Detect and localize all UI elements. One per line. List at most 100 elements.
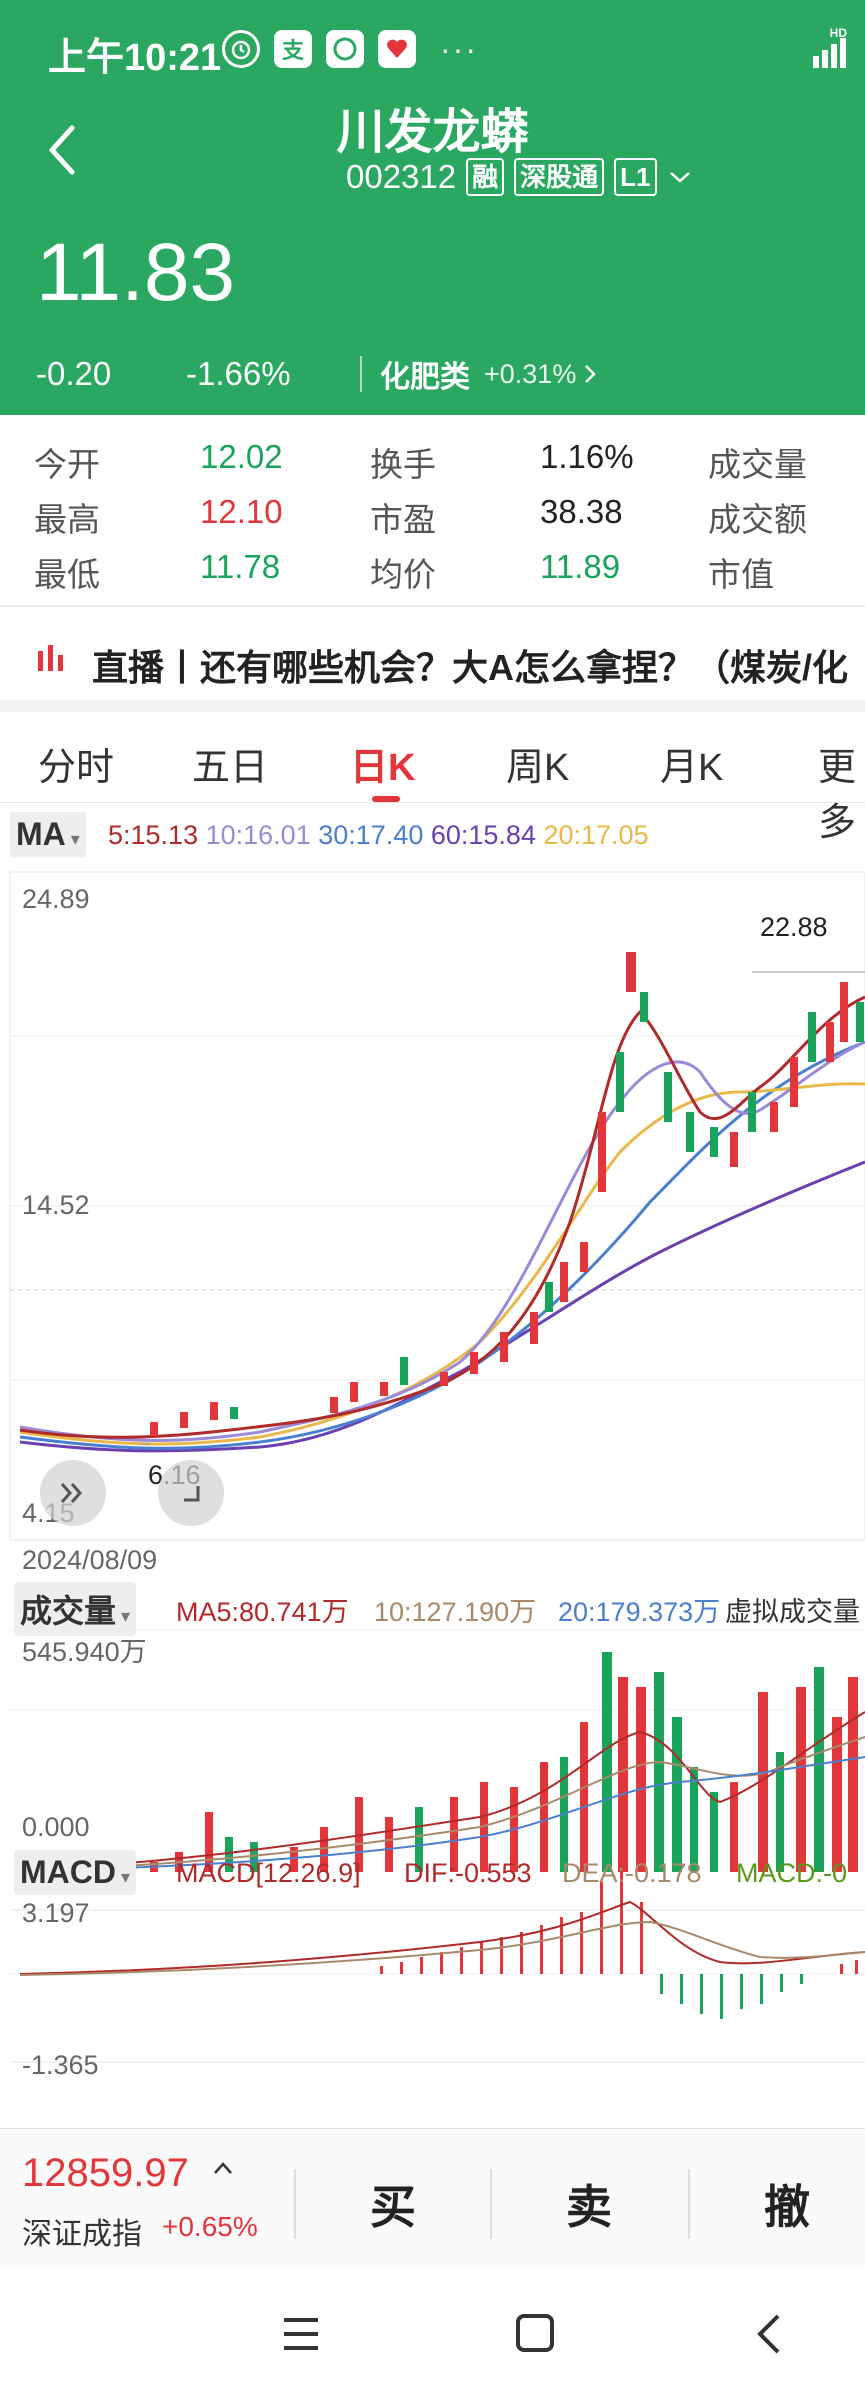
tab-intraday[interactable]: 分时 [38,747,115,789]
vol-ma10: 10:127.190万 [374,1597,537,1627]
divider [688,2169,690,2239]
price-axis-top: 24.89 [22,884,90,914]
avg-label: 均价 [370,556,436,593]
buy-button[interactable]: 买 [370,2181,416,2233]
volume-axis-top: 545.940万 [22,1637,147,1667]
macd-legend: MACD ▾ MACD[12.26.9] DIF:-0.553 DEA:-0.1… [0,1850,865,1900]
divider [294,2169,296,2239]
app-icon [326,30,364,68]
macd-selector-button[interactable]: MACD ▾ [14,1850,137,1895]
period-tabs: 分时 五日 日K 周K 月K 更多 [0,712,865,844]
ma10-value: 10:16.01 [205,820,311,850]
current-price: 11.83 [36,227,236,318]
margin-tag: 融 [466,158,505,196]
index-name: 深证成指 [22,2218,142,2251]
high-label: 最高 [34,501,100,538]
divider [0,700,865,712]
price-change-pct: -1.66% [186,355,291,392]
volume-selector-button[interactable]: 成交量 ▾ [14,1582,137,1636]
stock-code-row[interactable]: 002312 融 深股通 L1 [346,158,693,196]
low-value: 11.78 [200,548,281,585]
kline-chart[interactable] [0,862,865,2112]
tab-five-day[interactable]: 五日 [192,747,269,789]
sector-link[interactable]: 化肥类 +0.31% [380,352,600,396]
price-change: -0.20 [36,355,112,392]
status-time: 上午10:21 [48,37,222,79]
ma60-value: 60:15.84 [430,820,536,850]
macd-axis-bottom: -1.365 [22,2050,99,2080]
turnover-label: 换手 [370,446,436,483]
volume-button-label: 成交量 [20,1593,117,1629]
macd-button-label: MACD [20,1854,116,1890]
stock-header: 上午10:21 支 ··· HD 川发龙蟒 [0,0,865,415]
ma-button-label: MA [16,816,66,852]
macd-value: MACD:-0 [736,1858,848,1888]
sector-name: 化肥类 [380,361,470,394]
level-tag: L1 [614,158,657,196]
status-bar: 上午10:21 支 ··· HD [0,0,865,100]
macd-dif: DIF:-0.553 [404,1858,532,1888]
tab-underline [372,796,400,802]
vol-ma5: MA5:80.741万 [176,1597,349,1627]
volume-axis-bottom: 0.000 [22,1812,90,1842]
back-icon[interactable] [752,2312,786,2356]
stock-code: 002312 [346,158,457,195]
virtual-volume[interactable]: 虚拟成交量 [725,1597,860,1627]
sector-pct: +0.31% [484,358,577,389]
cancel-order-button[interactable]: 撤 [764,2181,810,2233]
candles [150,952,864,1436]
live-icon [38,645,63,671]
ma30-value: 30:17.40 [318,820,424,850]
expand-button[interactable] [40,1460,106,1526]
ma5-value: 5:15.13 [108,820,199,850]
quote-grid[interactable]: 今开 12.02 换手 1.16% 成交量 最高 12.10 市盈 38.38 … [0,430,865,600]
alarm-icon [222,30,260,68]
divider [490,2169,492,2239]
date-label: 2024/08/09 [22,1545,158,1575]
menu-icon[interactable] [280,2314,322,2354]
ma-selector-button[interactable]: MA ▾ [10,812,86,857]
news-ticker[interactable]: 直播丨还有哪些机会？大A怎么拿捏？（煤炭/化 [0,615,865,705]
pe-label: 市盈 [370,501,436,538]
high-value: 12.10 [200,493,283,530]
max-price-label: 22.88 [760,912,828,942]
fullscreen-button[interactable] [158,1460,224,1526]
divider [360,356,362,392]
low-label: 最低 [34,556,100,593]
open-label: 今开 [34,446,100,483]
chevron-up-icon [214,2162,232,2174]
status-more: ··· [440,30,478,67]
sell-button[interactable]: 卖 [566,2181,612,2233]
vol-ma20: 20:179.373万 [558,1597,721,1627]
ma-values: 5:15.13 10:16.01 30:17.40 60:15.84 20:17… [108,820,649,851]
chevron-down-icon[interactable] [667,167,693,187]
open-value: 12.02 [200,438,283,475]
macd-dea: DEA:-0.178 [562,1858,702,1888]
divider [0,605,865,607]
signal-icon: HD [811,26,851,75]
double-chevron-icon [60,1483,83,1503]
volume-legend: 成交量 ▾ MA5:80.741万 10:127.190万 20:179.373… [0,1582,865,1636]
volume-label: 成交量 [708,446,807,483]
home-icon[interactable] [514,2312,556,2354]
mcap-label: 市值 [708,556,774,593]
connect-tag: 深股通 [514,158,605,196]
back-arrow-icon[interactable] [44,120,80,180]
tab-more[interactable]: 更多 [818,747,857,844]
tab-daily-k[interactable]: 日K [350,747,416,789]
index-value: 12859.97 [22,2151,189,2195]
trade-bar: 12859.97 深证成指 +0.65% 买 卖 撤 [0,2128,865,2269]
app-icon-red [378,30,416,68]
macd-params: MACD[12.26.9] [176,1858,361,1888]
tab-weekly-k[interactable]: 周K [506,747,570,789]
volume-bars [150,1652,858,1872]
index-pct: +0.65% [162,2211,258,2242]
tab-monthly-k[interactable]: 月K [660,747,724,789]
pe-value: 38.38 [540,493,623,530]
chevron-right-icon [585,365,597,383]
turnover-value: 1.16% [540,438,634,475]
alipay-icon: 支 [274,30,312,68]
ma20-value: 20:17.05 [543,820,649,850]
macd-axis-top: 3.197 [22,1898,90,1928]
system-nav-bar [0,2268,865,2400]
